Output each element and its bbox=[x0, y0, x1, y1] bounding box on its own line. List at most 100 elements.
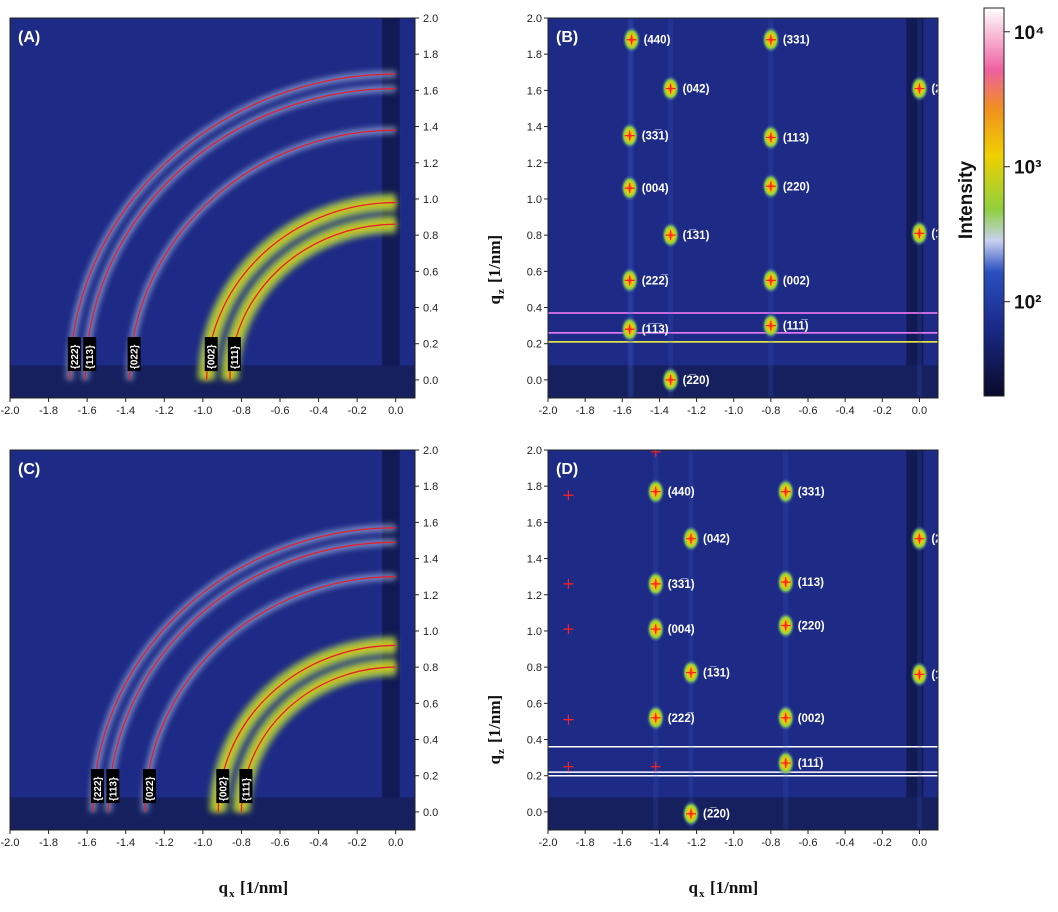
y-axis-label-sub: z bbox=[495, 289, 507, 294]
spot-marker bbox=[686, 808, 696, 819]
ring-label-text: {002} bbox=[207, 344, 218, 369]
x-tick-label: -2.0 bbox=[1, 405, 20, 417]
y-tick-label: 0.6 bbox=[527, 266, 542, 278]
streak bbox=[627, 18, 632, 398]
y-tick-label: 1.0 bbox=[423, 194, 438, 206]
x-tick-label: 0.0 bbox=[388, 837, 403, 849]
x-axis-label-q-right: q bbox=[689, 878, 699, 897]
x-tick-label: -1.6 bbox=[78, 837, 97, 849]
plot-background bbox=[10, 450, 415, 830]
spot-label: (004) bbox=[642, 183, 669, 195]
y-axis-label-unit-bottom: [1/nm] bbox=[485, 695, 504, 743]
y-tick-label: 0.4 bbox=[527, 735, 542, 747]
spot-marker bbox=[765, 34, 776, 45]
spot-marker bbox=[780, 758, 791, 769]
y-tick-label: 0.6 bbox=[423, 266, 438, 278]
y-tick-label: 1.2 bbox=[423, 158, 438, 170]
ring-label-text: {113} bbox=[108, 777, 119, 801]
plot-background bbox=[548, 450, 938, 830]
ring-label: {002} bbox=[216, 769, 230, 804]
ring-label-text: {111} bbox=[241, 778, 252, 801]
x-axis-label-unit-right: [1/nm] bbox=[710, 878, 758, 897]
streak bbox=[668, 18, 673, 398]
extra-marker bbox=[563, 624, 574, 635]
spot-label: (113) bbox=[798, 577, 824, 589]
spot-marker bbox=[686, 667, 696, 678]
y-tick-label: 0.0 bbox=[423, 807, 438, 819]
x-tick-label: -1.0 bbox=[193, 405, 212, 417]
y-tick-label: 1.8 bbox=[527, 49, 542, 61]
spot-marker bbox=[765, 275, 776, 286]
spot-marker bbox=[914, 83, 925, 94]
x-tick-label: -1.2 bbox=[687, 405, 706, 417]
y-tick-label: 1.6 bbox=[423, 517, 438, 529]
spot-label: (222) bbox=[931, 534, 958, 546]
streak bbox=[689, 450, 693, 830]
y-tick-label: 0.0 bbox=[527, 807, 542, 819]
y-tick-label: 0.8 bbox=[527, 662, 542, 674]
spot-label: (331) bbox=[783, 35, 810, 47]
x-tick-label: -0.4 bbox=[836, 837, 855, 849]
y-tick-label: 2.0 bbox=[527, 13, 542, 25]
y-tick-label: 1.4 bbox=[527, 122, 542, 134]
panel-b: (440) (331) (042) (222) (33̅1) (113) (004) (220… bbox=[527, 13, 959, 417]
spot-marker bbox=[650, 486, 661, 497]
spot-marker bbox=[665, 83, 676, 94]
x-axis-label-unit: [1/nm] bbox=[240, 878, 288, 897]
y-tick-label: 0.4 bbox=[527, 303, 542, 315]
spot-label: (002) bbox=[798, 713, 825, 725]
x-tick-label: -0.6 bbox=[271, 405, 290, 417]
spot-label: (111) bbox=[931, 228, 957, 240]
plot-frame bbox=[9, 17, 416, 399]
y-tick-label: 1.6 bbox=[527, 85, 542, 97]
x-tick-label: -1.8 bbox=[39, 405, 58, 417]
spot-label: (002) bbox=[783, 275, 810, 287]
x-tick-label: -1.4 bbox=[116, 405, 135, 417]
x-tick-label: -0.6 bbox=[271, 837, 290, 849]
y-axis-label-q-bottom: q bbox=[485, 754, 504, 764]
x-tick-label: -0.2 bbox=[348, 837, 367, 849]
ring-circle bbox=[92, 527, 396, 812]
panel-label: (A) bbox=[18, 29, 40, 46]
y-tick-label: 1.4 bbox=[423, 122, 438, 134]
extra-marker bbox=[650, 761, 661, 772]
x-tick-label: -1.4 bbox=[116, 837, 135, 849]
spot-label: (042) bbox=[703, 534, 730, 546]
x-tick-label: -0.8 bbox=[761, 405, 780, 417]
spot-marker bbox=[624, 183, 635, 194]
spot-marker bbox=[765, 181, 776, 192]
ring-label-text: {222} bbox=[93, 776, 104, 801]
colorbar-tick-label: 10² bbox=[1014, 293, 1041, 314]
panel-a: {222} {113} {022} {002} {111} (A) -2.0 -1.8 -1.6… bbox=[1, 13, 439, 417]
spot-label: (222̅) bbox=[668, 713, 695, 725]
plot-frame bbox=[547, 449, 939, 831]
spot-label: (1̅31) bbox=[683, 230, 710, 242]
horizon-region bbox=[548, 365, 938, 398]
y-tick-label: 1.0 bbox=[423, 626, 438, 638]
spot-marker bbox=[780, 486, 791, 497]
x-tick-label: -0.6 bbox=[799, 837, 818, 849]
x-tick-label: -0.2 bbox=[873, 405, 892, 417]
x-tick-label: -0.2 bbox=[348, 405, 367, 417]
spot-marker bbox=[624, 130, 635, 141]
y-tick-label: 1.8 bbox=[423, 49, 438, 61]
y-tick-label: 0.2 bbox=[527, 339, 542, 351]
x-axis-label-q: q bbox=[219, 878, 229, 897]
extra-marker bbox=[563, 714, 574, 725]
spot-marker bbox=[914, 533, 925, 544]
x-tick-label: -1.8 bbox=[576, 405, 595, 417]
ring-circle bbox=[107, 541, 396, 812]
spot-label: (004) bbox=[668, 624, 695, 636]
x-tick-label: -1.6 bbox=[78, 405, 97, 417]
ring-label: {113} bbox=[106, 769, 120, 804]
spot-marker bbox=[624, 324, 635, 335]
ring-label: {111} bbox=[227, 337, 241, 372]
y-tick-label: 1.0 bbox=[527, 626, 542, 638]
ring-label: {002} bbox=[204, 337, 218, 372]
spot-label: (440) bbox=[668, 487, 695, 499]
spot-marker bbox=[686, 533, 696, 544]
y-tick-label: 0.0 bbox=[423, 375, 438, 387]
spot-marker bbox=[780, 712, 791, 723]
spot-marker bbox=[780, 577, 791, 588]
colorbar-gradient bbox=[983, 7, 1005, 397]
